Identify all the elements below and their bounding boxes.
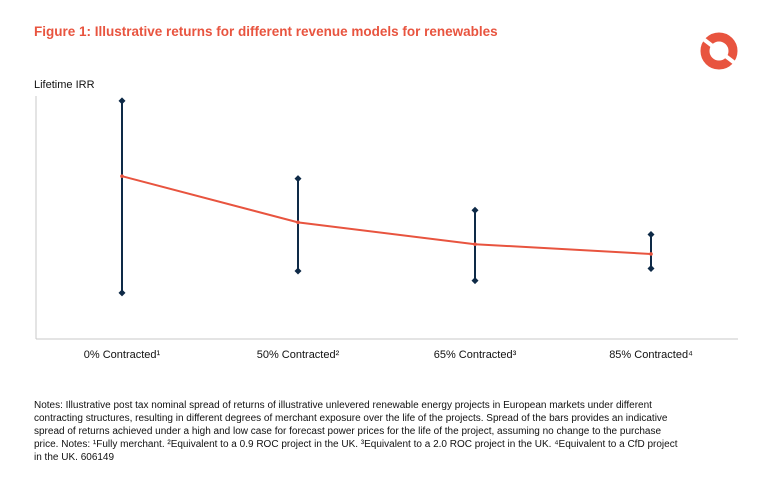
error-low-marker-2 (471, 277, 479, 285)
x-tick-labels: 0% Contracted¹ 50% Contracted² 65% Contrac… (84, 349, 693, 361)
x-tick-label-3: 85% Contracted⁴ (609, 349, 693, 361)
series-point-3 (649, 252, 653, 256)
error-high-marker-2 (471, 206, 479, 214)
error-low-marker-3 (647, 265, 655, 273)
error-high-marker-0 (118, 97, 126, 105)
chart-axes (35, 96, 738, 340)
error-low-marker-0 (118, 289, 126, 297)
x-tick-label-1: 50% Contracted² (257, 349, 340, 361)
series-point-0 (120, 174, 124, 178)
error-high-marker-3 (647, 231, 655, 239)
figure-title: Figure 1: Illustrative returns for diffe… (34, 24, 498, 39)
x-tick-label-0: 0% Contracted¹ (84, 349, 161, 361)
series-line-0 (121, 175, 652, 255)
error-high-marker-1 (294, 175, 302, 183)
series-point-2 (473, 242, 477, 247)
chart-marks (118, 97, 655, 297)
error-low-marker-1 (294, 267, 302, 275)
y-axis-label: Lifetime IRR (34, 79, 95, 91)
series-point-1 (296, 220, 300, 225)
ring-logo-icon (700, 32, 738, 70)
chart-notes: Notes: Illustrative post tax nominal spr… (34, 400, 678, 463)
x-tick-label-2: 65% Contracted³ (434, 349, 517, 361)
